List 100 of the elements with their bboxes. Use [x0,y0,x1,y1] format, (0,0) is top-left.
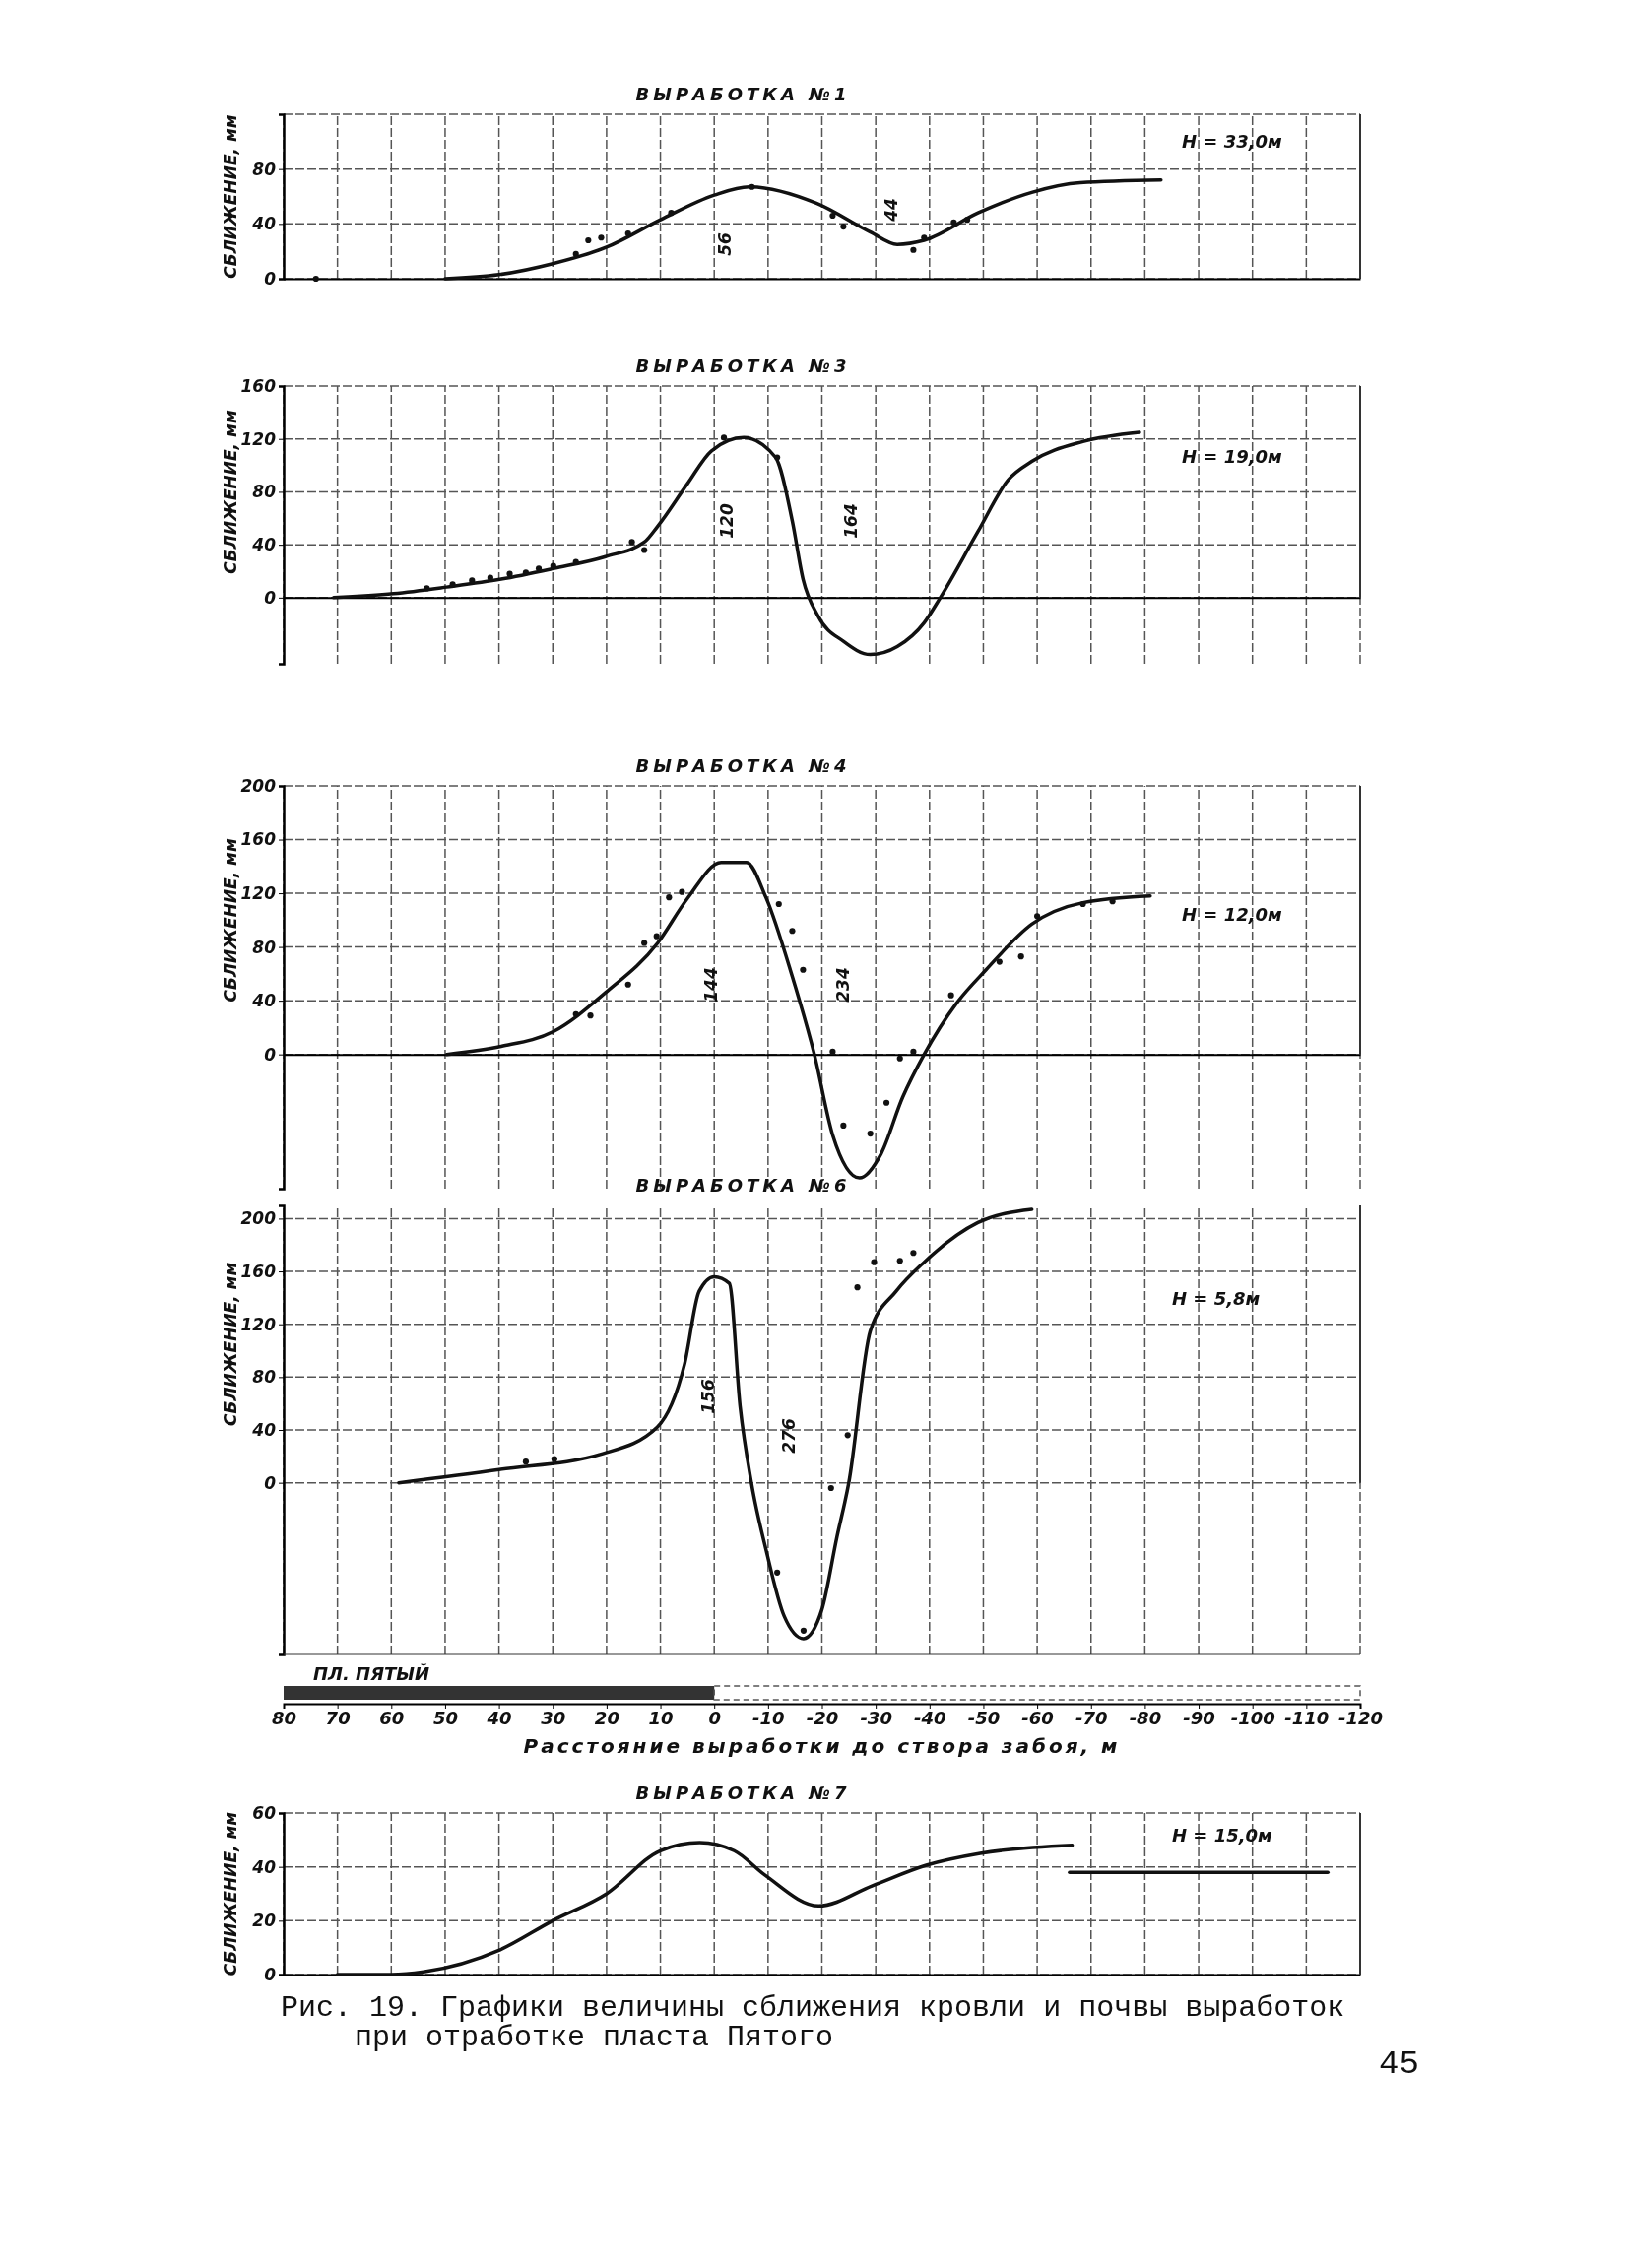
y-tick-label: 120 [240,1314,277,1334]
y-axis-title: СБЛИЖЕНИЕ, мм [221,410,240,574]
point [679,888,685,895]
line-series [397,1207,1034,1641]
point [551,1456,557,1462]
point [535,565,543,572]
annotation: 56 [715,232,735,256]
x-tick-label: -90 [1183,1707,1215,1728]
point [506,570,513,577]
y-tick-label: 200 [240,1208,277,1229]
point [1109,898,1116,905]
point [789,928,796,935]
y-tick-label: 0 [264,1472,277,1493]
point [947,992,954,999]
point [800,1627,808,1634]
point [720,434,728,441]
x-tick-label: 10 [648,1707,674,1728]
x-axis-title: Расстояние выработки до створа забоя, м [523,1734,1121,1758]
x-tick-label: -120 [1337,1707,1384,1728]
y-tick-label: 80 [252,937,277,957]
point [840,224,847,230]
line-series [444,860,1152,1180]
y-tick-label: 60 [252,1802,277,1823]
y-tick-label: 40 [251,535,277,555]
chart-title: ВЫРАБОТКА №1 [635,84,851,104]
x-tick-label: -20 [806,1707,839,1728]
point [641,547,648,553]
x-tick-label: -50 [967,1707,1001,1728]
point [587,1012,594,1019]
chart-title: ВЫРАБОТКА №7 [635,1782,851,1803]
point [1034,913,1041,920]
y-tick-label: 0 [264,1044,277,1065]
point [598,234,605,241]
point [624,981,631,988]
chart-title: ВЫРАБОТКА №6 [635,1175,851,1196]
point [844,1432,851,1439]
point [882,1099,890,1106]
chart-title: ВЫРАБОТКА №3 [635,356,851,376]
y-tick-label: 0 [264,268,277,289]
x-tick-label: -10 [752,1707,785,1728]
point [896,1055,903,1062]
line-series [335,1841,1075,1976]
x-tick-label: 40 [486,1707,512,1728]
annotation: 120 [717,503,737,539]
point [963,217,971,224]
line-series [332,430,1141,657]
point [910,1250,917,1257]
y-tick-label: 20 [252,1911,277,1931]
x-tick-label: -60 [1021,1707,1054,1728]
point [312,275,319,283]
annotation: H = 5,8м [1172,1288,1261,1309]
annotation: 44 [881,198,901,223]
point [668,210,675,217]
x-tick-label: -100 [1230,1707,1275,1728]
point [624,229,631,237]
y-tick-label: 160 [240,829,277,850]
point [871,1259,878,1265]
point [585,236,592,244]
y-tick-label: 200 [240,775,277,796]
point [774,1569,781,1576]
chart-title: ВЫРАБОТКА №4 [635,755,851,776]
x-tick-label: 30 [541,1707,566,1728]
text: Рис. 19. Графики величины сближения кровли и почвы выработок при отработке пласта Пятого [281,1991,1345,2054]
point [572,1010,579,1017]
x-tick-label: -40 [914,1707,946,1728]
point [840,1122,847,1130]
x-tick-label: -30 [860,1707,892,1728]
point [641,940,648,946]
point [854,1284,861,1291]
point [1017,953,1024,960]
x-tick-label: 20 [594,1707,619,1728]
x-tick-label: 0 [708,1707,721,1728]
annotation: 164 [841,503,861,539]
x-tick-label: -70 [1075,1707,1108,1728]
point [774,454,781,461]
point [572,250,579,258]
text: ПЛ. ПЯТЫЙ [313,1663,430,1684]
annotation: H = 19,0м [1182,446,1283,467]
y-tick-label: 120 [240,428,277,449]
y-tick-label: 40 [251,991,277,1011]
point [996,958,1003,965]
point [424,585,430,592]
point [775,900,782,908]
annotation: 276 [779,1418,799,1454]
point [867,1131,874,1137]
x-tick-label: -80 [1129,1707,1162,1728]
point [487,574,493,581]
point [522,569,530,576]
x-tick-label: -110 [1284,1707,1330,1728]
y-tick-label: 160 [240,375,277,396]
annotation: 144 [701,967,721,1003]
y-axis-title: СБЛИЖЕНИЕ, мм [221,838,240,1003]
y-tick-label: 40 [251,214,277,234]
point [522,1458,530,1465]
y-tick-label: 0 [264,587,277,608]
y-tick-label: 160 [240,1262,277,1281]
y-axis-title: СБЛИЖЕНИЕ, мм [221,1262,240,1427]
point [666,894,673,901]
line-series [443,178,1163,281]
point [800,966,807,973]
